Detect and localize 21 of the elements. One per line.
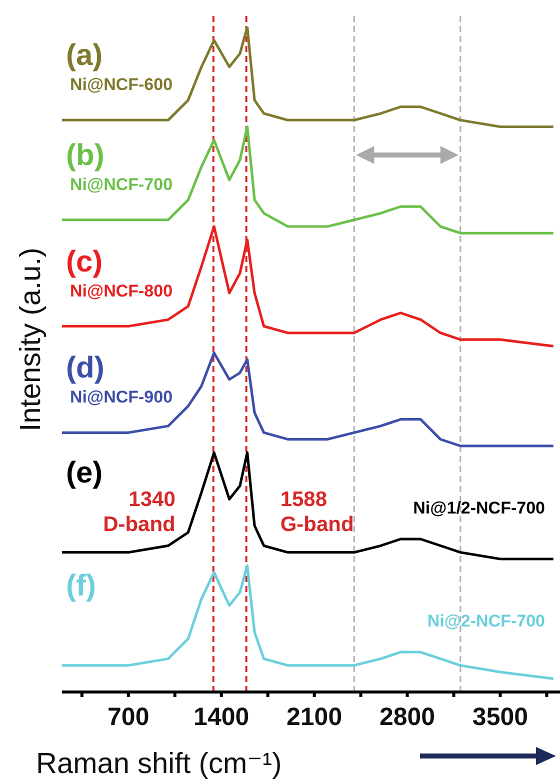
annotation: (a) <box>66 39 103 72</box>
y-axis-title: Intensity (a.u.) <box>15 248 47 432</box>
series-label: Ni@NCF-900 <box>70 388 173 407</box>
series-label: Ni@NCF-600 <box>70 75 173 94</box>
ref-line-label: 1340 D-band <box>103 488 176 536</box>
x-tick-label: 1400 <box>194 702 250 731</box>
x-tick-label: 3500 <box>472 702 528 731</box>
x-axis-title: Raman shift (cm⁻¹) <box>36 748 282 779</box>
annotation: (c) <box>66 245 103 278</box>
annotation: (f) <box>66 569 96 602</box>
annotation: (e) <box>66 456 103 490</box>
annotation: (d) <box>66 352 104 385</box>
x-tick-label: 700 <box>108 702 150 731</box>
annotation: (b) <box>66 138 104 172</box>
ref-line-label: 1588 G-band <box>280 488 354 536</box>
series-label: Ni@NCF-700 <box>70 174 173 194</box>
series-label: Ni@1/2-NCF-700 <box>413 498 545 518</box>
x-tick-label: 2100 <box>286 702 342 731</box>
series-label: Ni@2-NCF-700 <box>427 611 545 630</box>
series-label: Ni@NCF-800 <box>70 281 173 300</box>
x-tick-label: 2800 <box>379 702 436 731</box>
